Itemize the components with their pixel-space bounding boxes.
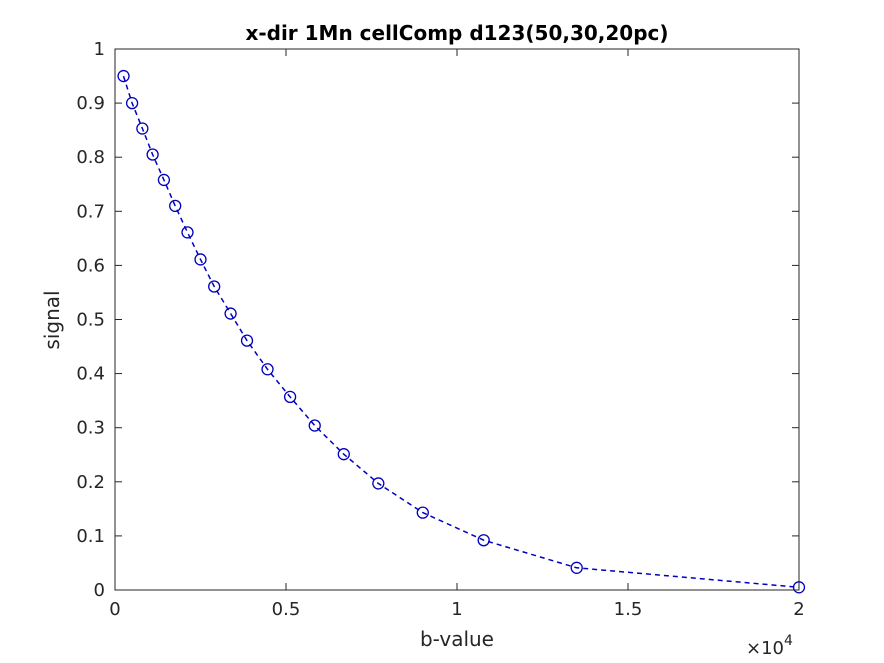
- data-point: [125, 96, 139, 110]
- x-axis-label: b-value: [420, 627, 494, 651]
- y-tick-label: 0.8: [76, 147, 105, 168]
- data-point: [416, 506, 429, 519]
- y-tick-label: 0.4: [76, 364, 105, 385]
- y-tick-label: 0: [94, 580, 105, 601]
- x-tick-label: 1.5: [614, 599, 643, 620]
- x-axis-exponent-power: 4: [784, 633, 793, 649]
- x-tick-label: 2: [793, 599, 804, 620]
- y-tick-label: 0.2: [76, 472, 105, 493]
- data-point: [224, 307, 237, 320]
- y-tick-label: 0.6: [76, 255, 105, 276]
- chart-title: x-dir 1Mn cellComp d123(50,30,20pc): [245, 21, 668, 45]
- x-axis-exponent: ×104: [746, 633, 793, 659]
- data-point: [181, 226, 194, 239]
- plot-area: [115, 49, 799, 590]
- tick-layer: 0 0.5 1 1.5 2 0 0.1 0.2 0.3 0.4 0.5 0.6 0.7 0.8 0.9 1: [76, 39, 804, 620]
- y-tick-label: 0.7: [76, 201, 105, 222]
- data-point: [146, 148, 159, 161]
- data-point: [117, 69, 130, 83]
- data-point: [136, 122, 149, 135]
- y-tick-label: 0.5: [76, 310, 105, 331]
- data-point: [308, 419, 321, 432]
- x-axis-exponent-base: ×10: [746, 638, 784, 659]
- data-point: [283, 390, 297, 404]
- y-tick-label: 0.1: [76, 526, 105, 547]
- data-point: [261, 363, 274, 376]
- data-point: [208, 280, 221, 293]
- data-point: [169, 199, 182, 213]
- data-point: [570, 561, 583, 574]
- series-line: [122, 75, 800, 589]
- x-tick-label: 0: [109, 599, 120, 620]
- data-point: [337, 448, 350, 461]
- data-point: [157, 173, 171, 187]
- x-tick-label: 1: [451, 599, 462, 620]
- data-point: [240, 334, 254, 347]
- data-point: [372, 477, 385, 490]
- y-tick-label: 1: [94, 39, 105, 60]
- data-point: [477, 534, 490, 547]
- y-tick-label: 0.9: [76, 93, 105, 114]
- x-tick-label: 0.5: [272, 599, 301, 620]
- y-tick-label: 0.3: [76, 418, 105, 439]
- y-axis-label: signal: [40, 290, 64, 349]
- data-layer: [117, 69, 806, 594]
- data-point: [194, 253, 207, 266]
